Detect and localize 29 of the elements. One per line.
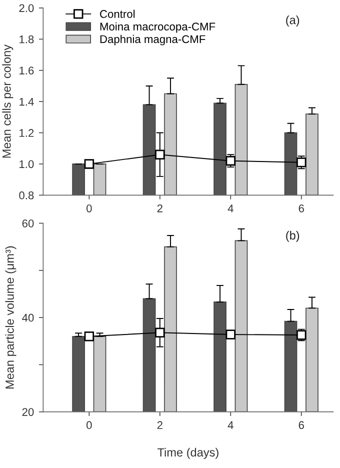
- x-tick-label: 2: [157, 421, 162, 429]
- y-tick-label: 1.0: [20, 160, 34, 168]
- y-tick-label: 1.4: [20, 98, 34, 106]
- legend-label: Daphnia magna-CMF: [100, 34, 206, 46]
- y-tick-label: 1.8: [20, 35, 34, 44]
- annotation: (a): [286, 16, 300, 27]
- x-tick-label: 2: [157, 204, 162, 212]
- legend-label: Control: [100, 10, 135, 18]
- x-tick-label: 4: [228, 421, 234, 429]
- x-tick-label: 6: [298, 204, 304, 212]
- y-tick-label: 1.6: [20, 66, 34, 74]
- y-axis-title: Mean cells per colony: [2, 44, 14, 158]
- y-tick-label: 0.8: [19, 191, 34, 200]
- point: [226, 156, 236, 166]
- x-tick-label: 6: [298, 421, 304, 430]
- point: [84, 159, 94, 169]
- x-tick-label: 4: [228, 204, 234, 212]
- annotation: (b): [286, 230, 300, 242]
- legend-label: Moina macrocopa-CMF: [100, 22, 216, 33]
- x-tick-label: 0: [86, 204, 92, 212]
- y-tick-label: 1.2: [20, 129, 34, 137]
- y-tick-label: 60: [22, 220, 34, 228]
- y-tick-label: 20: [22, 408, 34, 416]
- x-axis-title: Time (days): [158, 448, 218, 459]
- point: [155, 150, 165, 160]
- y-tick-label: 2.0: [19, 4, 34, 12]
- x-tick-label: 0: [86, 421, 92, 430]
- y-axis-title: Mean particle volume (μm³): [5, 246, 16, 389]
- y-tick-label: 40: [22, 314, 34, 322]
